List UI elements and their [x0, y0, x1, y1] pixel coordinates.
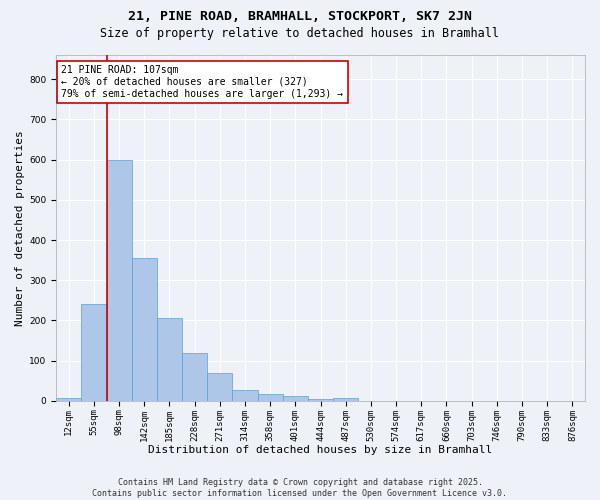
- Text: Size of property relative to detached houses in Bramhall: Size of property relative to detached ho…: [101, 28, 499, 40]
- Bar: [82, 304, 107, 401]
- Bar: [232, 390, 257, 401]
- Bar: [56, 398, 82, 401]
- Y-axis label: Number of detached properties: Number of detached properties: [15, 130, 25, 326]
- Text: 21 PINE ROAD: 107sqm
← 20% of detached houses are smaller (327)
79% of semi-deta: 21 PINE ROAD: 107sqm ← 20% of detached h…: [61, 66, 343, 98]
- Bar: [157, 318, 182, 401]
- Bar: [257, 394, 283, 401]
- Bar: [283, 396, 308, 401]
- Bar: [207, 373, 232, 401]
- Bar: [107, 160, 131, 401]
- Bar: [131, 258, 157, 401]
- Bar: [182, 354, 207, 401]
- Bar: [308, 400, 333, 401]
- X-axis label: Distribution of detached houses by size in Bramhall: Distribution of detached houses by size …: [148, 445, 493, 455]
- Text: Contains HM Land Registry data © Crown copyright and database right 2025.
Contai: Contains HM Land Registry data © Crown c…: [92, 478, 508, 498]
- Text: 21, PINE ROAD, BRAMHALL, STOCKPORT, SK7 2JN: 21, PINE ROAD, BRAMHALL, STOCKPORT, SK7 …: [128, 10, 472, 23]
- Bar: [333, 398, 358, 401]
